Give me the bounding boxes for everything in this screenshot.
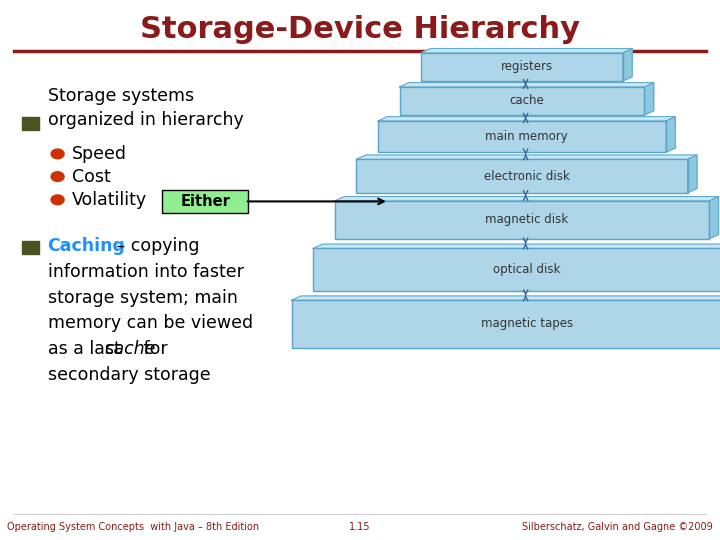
FancyBboxPatch shape	[378, 121, 666, 152]
Polygon shape	[623, 49, 632, 81]
Text: as a last: as a last	[48, 340, 126, 359]
FancyBboxPatch shape	[421, 53, 623, 81]
Text: secondary storage: secondary storage	[48, 366, 210, 384]
Polygon shape	[400, 83, 654, 87]
Text: – copying: – copying	[111, 237, 199, 255]
Polygon shape	[335, 197, 719, 201]
Bar	[22, 117, 39, 130]
Text: Operating System Concepts  with Java – 8th Edition: Operating System Concepts with Java – 8t…	[7, 522, 259, 531]
FancyBboxPatch shape	[356, 159, 688, 193]
Text: 1.15: 1.15	[349, 522, 371, 531]
Text: electronic disk: electronic disk	[484, 170, 570, 183]
Text: Speed: Speed	[72, 145, 127, 163]
Text: Either: Either	[180, 194, 230, 209]
Text: Storage-Device Hierarchy: Storage-Device Hierarchy	[140, 15, 580, 44]
Polygon shape	[688, 155, 697, 193]
Polygon shape	[666, 117, 675, 152]
Polygon shape	[356, 155, 697, 159]
Text: cache: cache	[509, 94, 544, 107]
Text: Storage systems
organized in hierarchy: Storage systems organized in hierarchy	[48, 87, 243, 129]
Text: information into faster: information into faster	[48, 262, 243, 281]
Text: storage system; main: storage system; main	[48, 288, 238, 307]
Polygon shape	[292, 296, 720, 300]
Bar	[22, 241, 39, 254]
Polygon shape	[378, 117, 675, 121]
Text: magnetic tapes: magnetic tapes	[481, 318, 572, 330]
FancyBboxPatch shape	[335, 201, 709, 239]
Polygon shape	[644, 83, 654, 115]
Circle shape	[51, 172, 64, 181]
Text: Silberschatz, Galvin and Gagne ©2009: Silberschatz, Galvin and Gagne ©2009	[522, 522, 713, 531]
Text: main memory: main memory	[485, 130, 568, 143]
Text: optical disk: optical disk	[493, 263, 560, 276]
Text: Volatility: Volatility	[72, 191, 147, 209]
Polygon shape	[709, 197, 719, 239]
Circle shape	[51, 195, 64, 205]
FancyBboxPatch shape	[313, 248, 720, 291]
FancyBboxPatch shape	[292, 300, 720, 348]
Polygon shape	[313, 244, 720, 248]
Text: registers: registers	[500, 60, 553, 73]
FancyBboxPatch shape	[162, 190, 248, 213]
Text: cache: cache	[104, 340, 156, 359]
Text: Cost: Cost	[72, 167, 111, 186]
Circle shape	[51, 149, 64, 159]
Text: Caching: Caching	[48, 237, 125, 255]
Text: memory can be viewed: memory can be viewed	[48, 314, 253, 333]
Text: magnetic disk: magnetic disk	[485, 213, 568, 226]
Polygon shape	[421, 49, 632, 53]
FancyBboxPatch shape	[400, 87, 644, 115]
Text: for: for	[138, 340, 167, 359]
